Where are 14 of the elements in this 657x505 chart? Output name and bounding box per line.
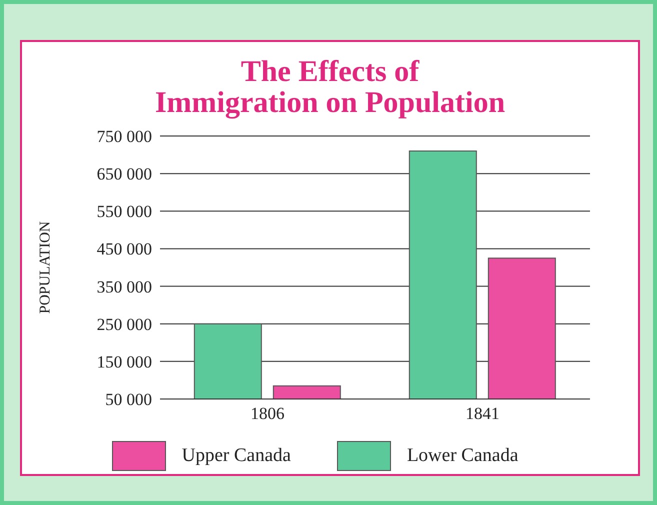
y-tick-label: 650 000 (96, 164, 152, 184)
y-tick-label: 250 000 (96, 314, 152, 334)
legend-label: Upper Canada (182, 445, 291, 467)
y-tick-label: 350 000 (96, 277, 152, 296)
y-tick-label: 450 000 (96, 240, 152, 259)
y-tick-label: 150 000 (96, 352, 152, 372)
x-tick-label: 1806 (250, 404, 284, 424)
legend-label: Lower Canada (406, 445, 518, 467)
y-tick-label: 750 000 (96, 127, 152, 146)
y-axis-title: POPULATION (37, 221, 54, 314)
y-tick-label: 50 000 (105, 390, 152, 410)
chart-title: The Effects of Immigration on Population (154, 55, 506, 119)
y-tick-label: 550 000 (96, 202, 152, 222)
x-tick-label: 1841 (466, 404, 500, 424)
